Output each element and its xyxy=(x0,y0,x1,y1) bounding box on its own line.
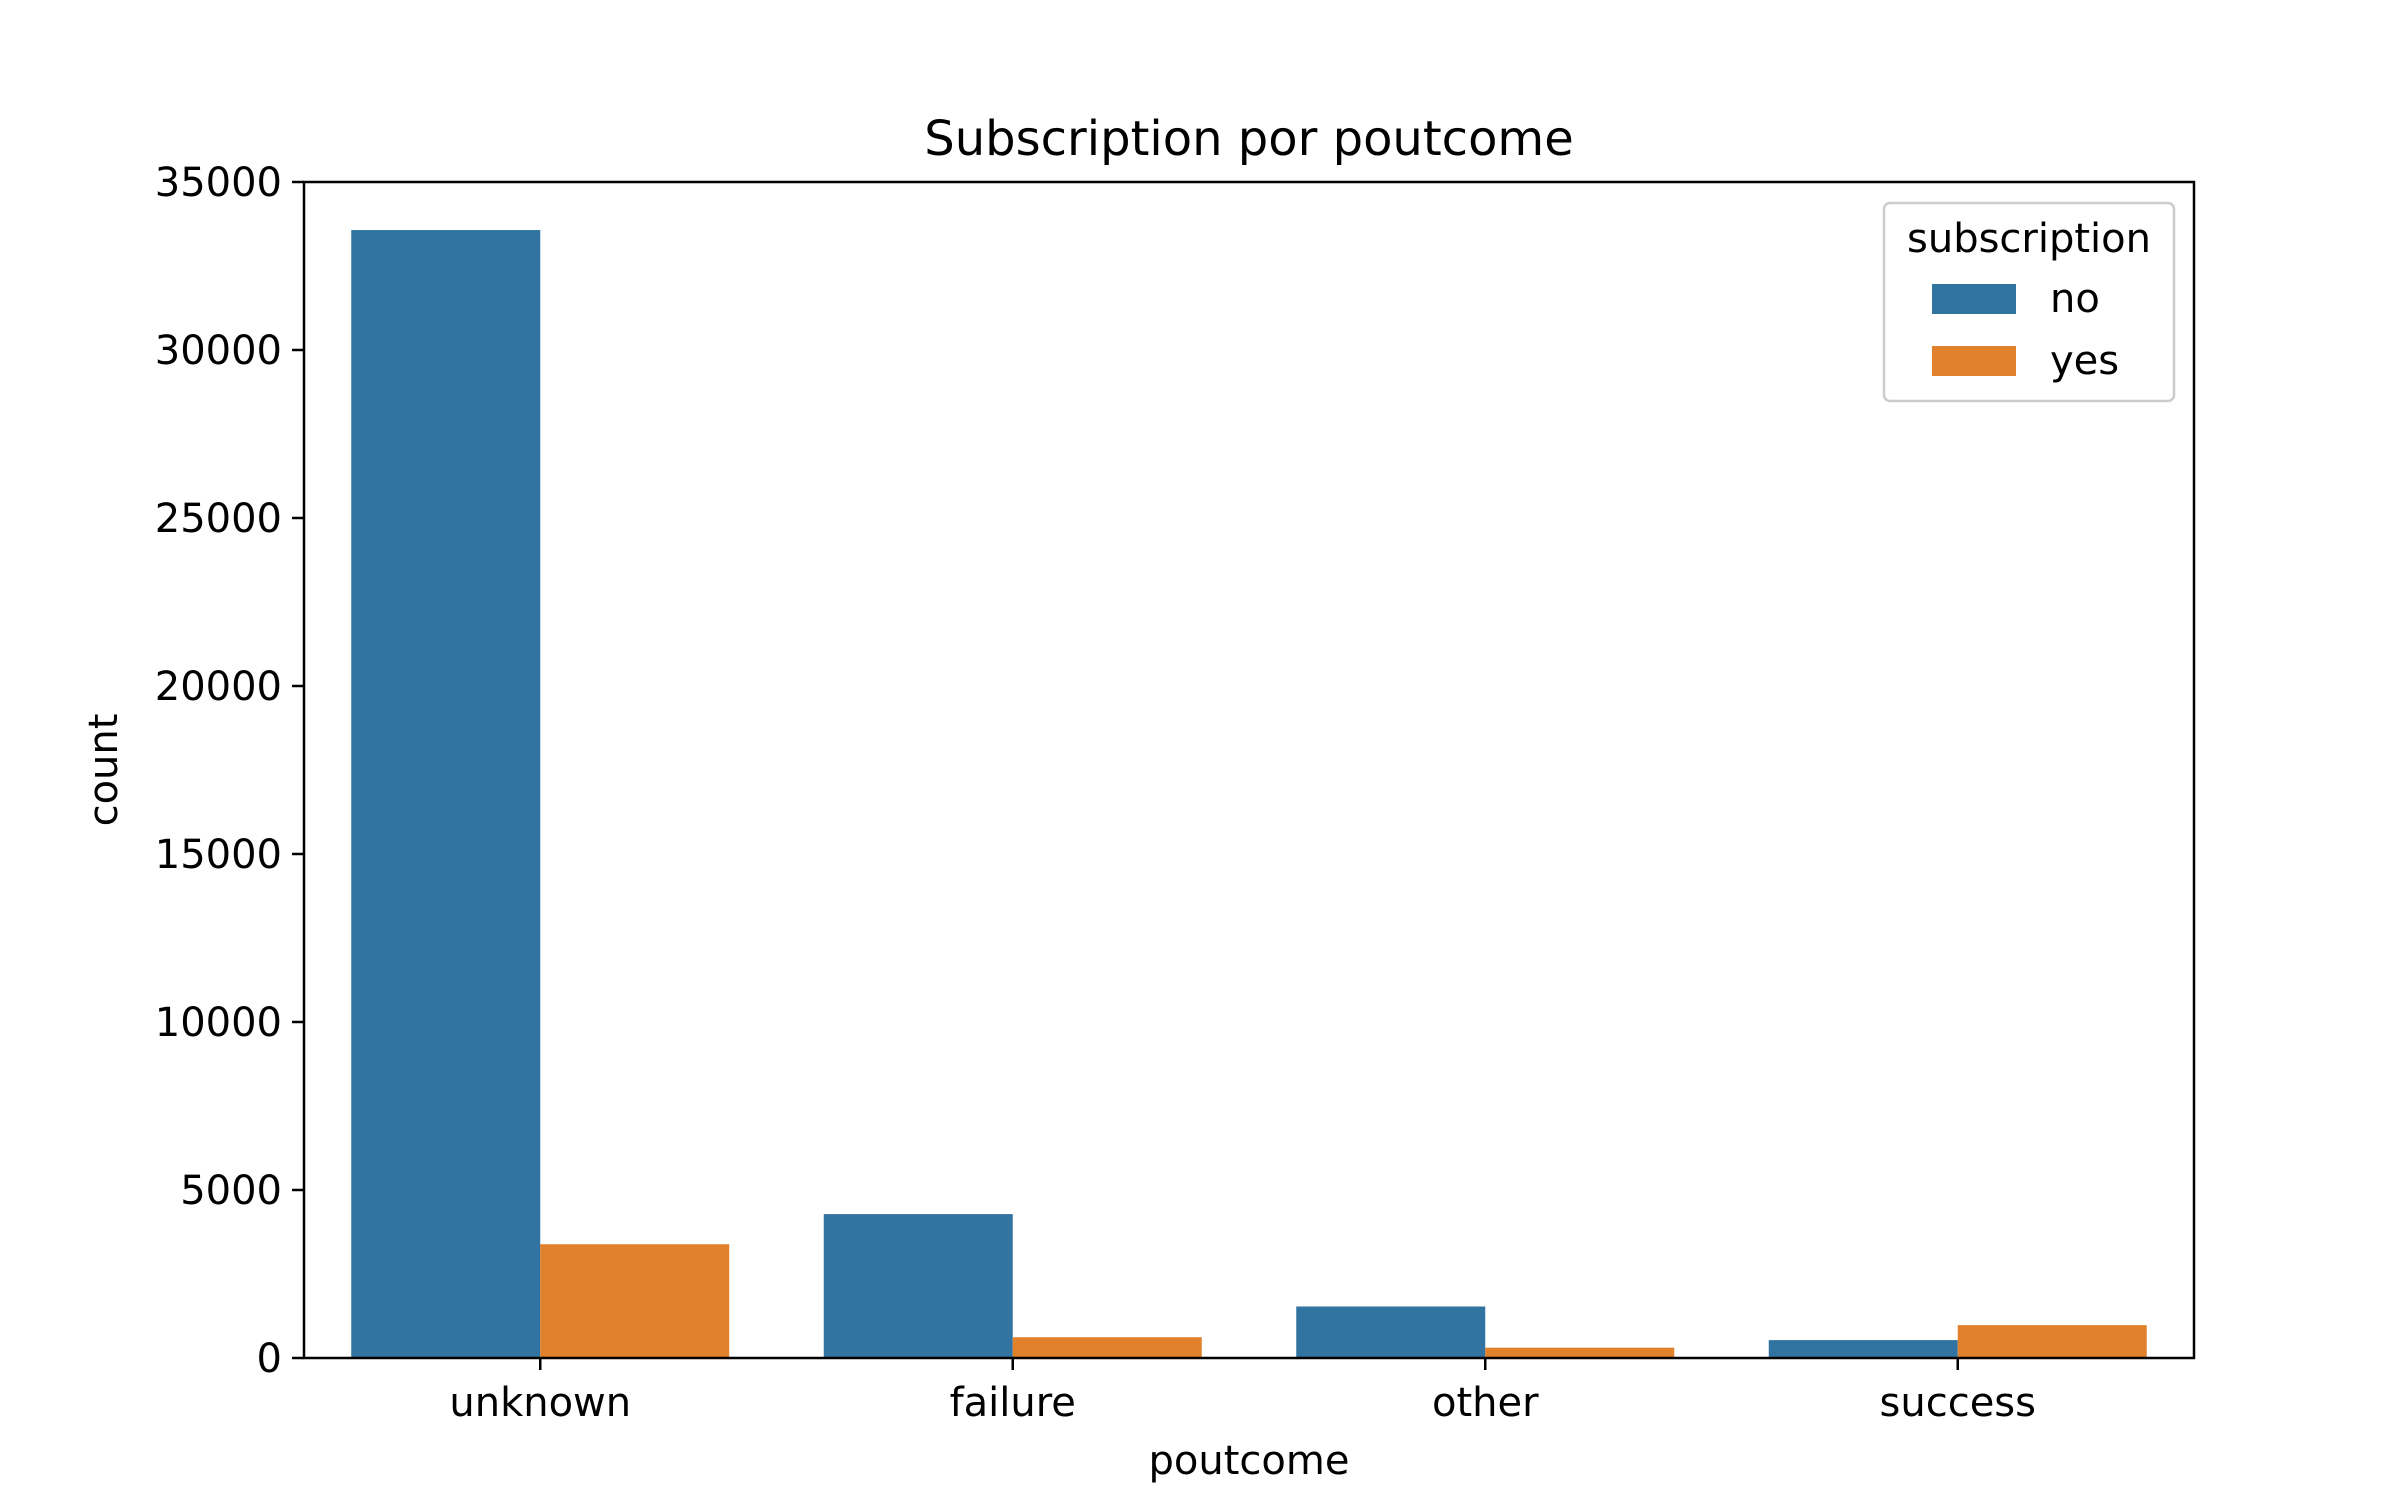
legend-swatch-no xyxy=(1932,284,2016,314)
chart-title: Subscription por poutcome xyxy=(924,111,1573,167)
y-tick-label: 30000 xyxy=(155,328,282,374)
x-axis-label: poutcome xyxy=(1149,1438,1350,1484)
bar-yes-success xyxy=(1957,1325,2147,1358)
bars-group xyxy=(351,230,2147,1358)
legend-swatch-yes xyxy=(1932,346,2016,376)
plot-frame xyxy=(302,180,2196,1360)
y-tick-label: 15000 xyxy=(155,832,282,878)
bar-no-failure xyxy=(823,1214,1013,1358)
y-axis-ticks: 0 5000 10000 15000 20000 25000 30000 35000 xyxy=(155,160,304,1382)
legend-title: subscription xyxy=(1907,216,2151,262)
y-tick-label: 0 xyxy=(257,1336,282,1382)
bar-no-success xyxy=(1768,1340,1958,1358)
bar-yes-failure xyxy=(1012,1337,1202,1358)
bar-yes-other xyxy=(1485,1347,1675,1358)
legend-label-yes: yes xyxy=(2050,338,2119,384)
x-tick-label-success: success xyxy=(1880,1380,2036,1426)
x-tick-label-unknown: unknown xyxy=(449,1380,631,1426)
y-tick-label: 35000 xyxy=(155,160,282,206)
bar-no-other xyxy=(1296,1306,1486,1358)
y-tick-label: 10000 xyxy=(155,1000,282,1046)
x-axis-ticks: unknown failure other success xyxy=(449,1358,2036,1426)
y-tick-label: 20000 xyxy=(155,664,282,710)
x-tick-label-other: other xyxy=(1432,1380,1539,1426)
y-tick-label: 5000 xyxy=(180,1168,282,1214)
legend-label-no: no xyxy=(2050,276,2100,322)
bar-no-unknown xyxy=(351,230,541,1358)
legend: subscription no yes xyxy=(1882,201,2176,403)
bar-yes-unknown xyxy=(540,1244,730,1358)
y-axis-label: count xyxy=(81,714,127,827)
y-tick-label: 25000 xyxy=(155,496,282,542)
x-tick-label-failure: failure xyxy=(950,1380,1076,1426)
